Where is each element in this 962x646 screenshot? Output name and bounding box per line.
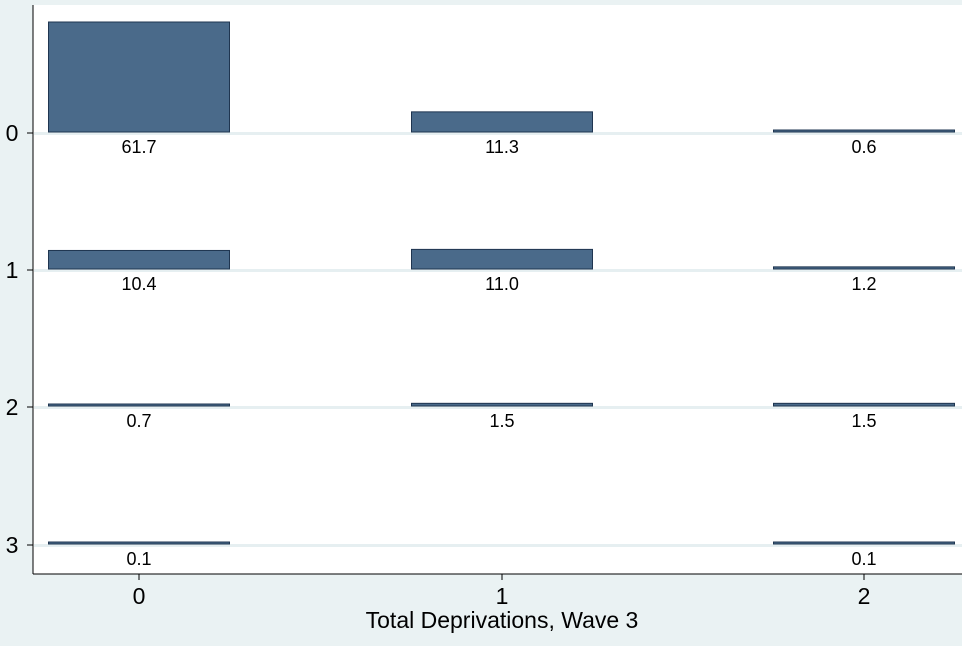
- bar-label-row1-col2: 1.2: [851, 274, 876, 294]
- bar-row3-col2: [773, 541, 955, 545]
- gridlines: [34, 132, 962, 547]
- bar-label-row0-col2: 0.6: [851, 137, 876, 157]
- bar-label-row3-col0: 0.1: [126, 549, 151, 569]
- bar-row1-col1: [411, 248, 593, 270]
- bar-label-row2-col1: 1.5: [489, 411, 514, 431]
- bar-row2-col2: [773, 402, 955, 407]
- x-tick-label-0: 0: [133, 583, 146, 609]
- bar-label-row1-col1: 11.0: [485, 274, 519, 294]
- y-tick-label-1: 1: [6, 257, 19, 283]
- bar-row0-col0: [48, 21, 230, 133]
- bar-row2-col1: [411, 402, 593, 407]
- bar-label-row1-col0: 10.4: [121, 274, 156, 294]
- bar-row0-col2: [773, 129, 955, 133]
- bar-labels: 61.7 11.3 0.6 10.4 11.0 1.2 0.7 1.5 1.5 0.1 0.1: [121, 137, 876, 569]
- tick-labels: 0 1 2 3 0 1 2: [6, 120, 871, 609]
- axes: [32, 5, 962, 575]
- x-tick-label-1: 1: [496, 583, 509, 609]
- y-tick-label-2: 2: [6, 394, 19, 420]
- bar-label-row2-col2: 1.5: [851, 411, 876, 431]
- x-axis-title: Total Deprivations, Wave 3: [366, 607, 639, 633]
- bar-row1-col2: [773, 266, 955, 270]
- bar-row0-col1: [411, 111, 593, 133]
- y-tick-label-3: 3: [6, 532, 19, 558]
- bar-row3-col0: [48, 541, 230, 545]
- bar-label-row2-col0: 0.7: [126, 411, 151, 431]
- bar-label-row3-col2: 0.1: [851, 549, 876, 569]
- x-tick-label-2: 2: [858, 583, 871, 609]
- bar-label-row0-col1: 11.3: [485, 137, 519, 157]
- bar-row1-col0: [48, 249, 230, 270]
- y-tick-label-0: 0: [6, 120, 19, 146]
- bar-row2-col0: [48, 403, 230, 407]
- bars: [48, 21, 955, 545]
- bar-label-row0-col0: 61.7: [121, 137, 156, 157]
